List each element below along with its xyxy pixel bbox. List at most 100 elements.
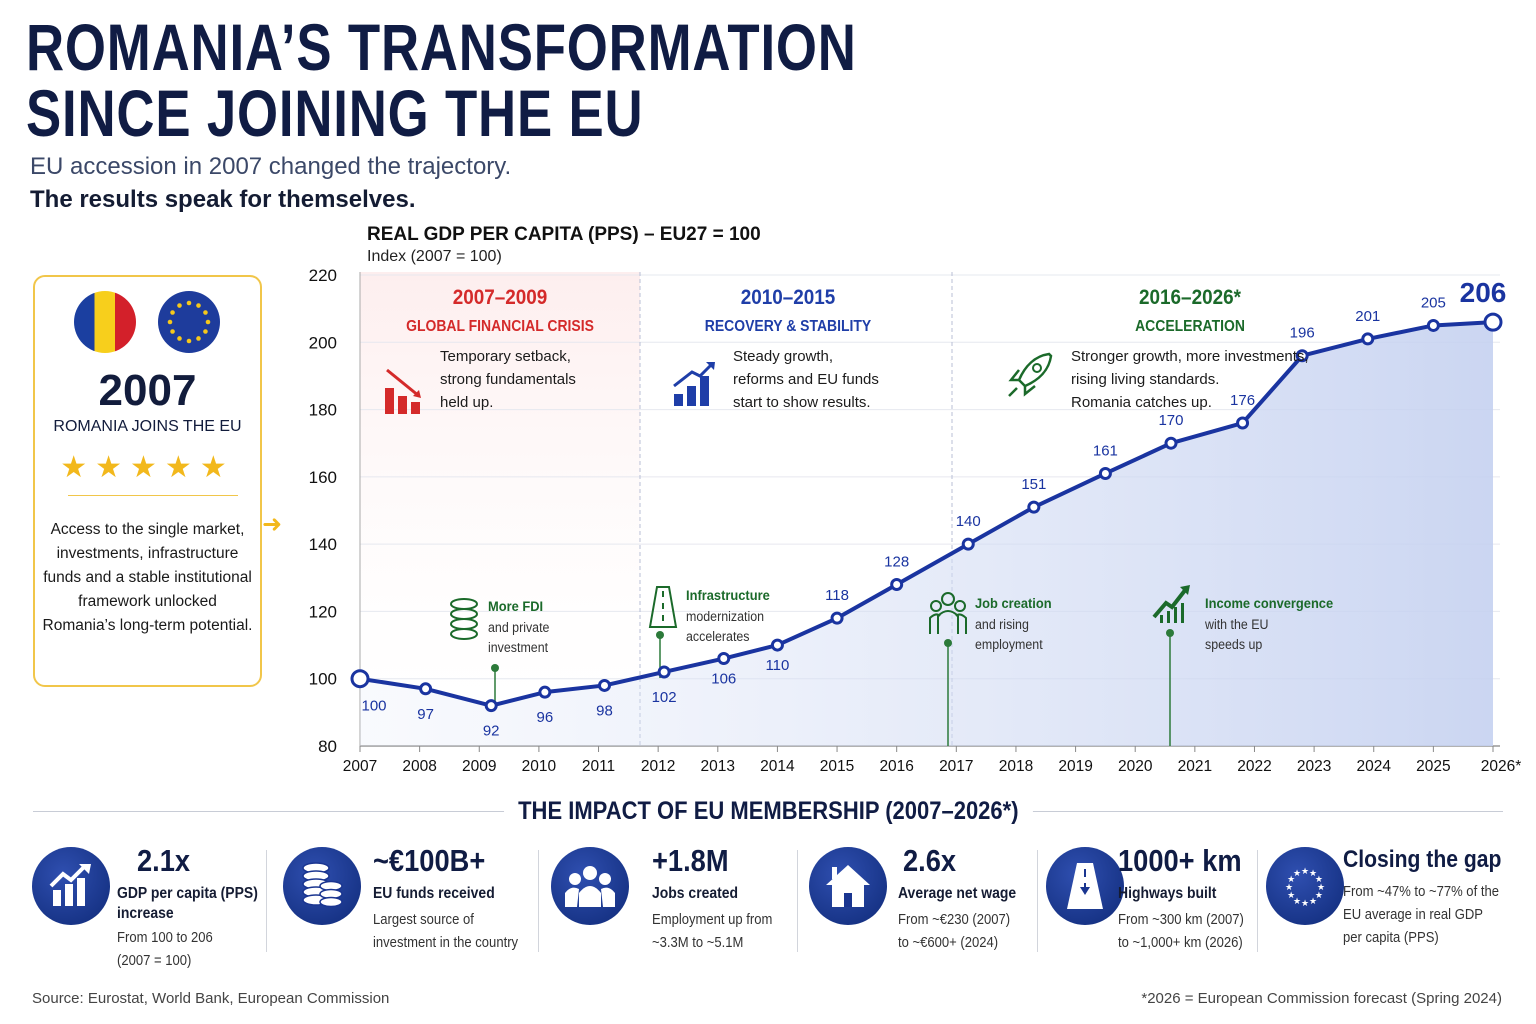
data-point[interactable]: [1426, 318, 1440, 332]
x-tick-label: 2012: [641, 758, 675, 775]
phase-description-line: Steady growth,: [733, 348, 834, 365]
stat-divider: [797, 850, 798, 952]
rising-bar-chart-icon: [672, 360, 718, 417]
title-line-1: ROMANIA’S TRANSFORMATION: [26, 10, 857, 84]
annotation-dot: [656, 631, 664, 639]
x-tick-label: 2007: [343, 758, 377, 775]
data-label: 98: [596, 702, 613, 719]
x-tick-label: 2017: [939, 758, 973, 775]
data-label: 151: [1021, 476, 1046, 493]
data-label: 176: [1230, 392, 1255, 409]
stat-detail: to ~1,000+ km (2026): [1118, 935, 1243, 951]
romania-flag-icon: [74, 291, 136, 353]
data-point[interactable]: [717, 652, 731, 666]
data-label: 206: [1460, 277, 1507, 308]
data-label: 92: [483, 723, 500, 740]
annotation-text: modernization: [686, 609, 765, 624]
phase-description-line: Stronger growth, more investments,: [1071, 348, 1309, 365]
annotation-dot: [1166, 629, 1174, 637]
phase-years: 2016–2026*: [1139, 286, 1241, 309]
data-point[interactable]: [961, 537, 975, 551]
annotation-text: speeds up: [1205, 637, 1263, 652]
data-point[interactable]: [770, 638, 784, 652]
data-point[interactable]: [597, 678, 611, 692]
data-point[interactable]: [1098, 466, 1112, 480]
stat-detail: to ~€600+ (2024): [898, 935, 999, 951]
people-icon: [928, 590, 968, 641]
annotation-title: More FDI: [488, 598, 544, 614]
stat-value: +1.8M: [652, 843, 729, 878]
x-tick-label: 2009: [462, 758, 496, 775]
svg-text:★: ★: [1315, 874, 1323, 884]
stat-label: EU funds received: [373, 885, 495, 902]
data-point[interactable]: [1236, 416, 1250, 430]
stat-detail: EU average in real GDP: [1343, 907, 1483, 923]
card-body: Access to the single market, investments…: [42, 521, 253, 634]
stat-label: Jobs created: [652, 885, 739, 902]
card-subtitle: ROMANIA JOINS THE EU: [53, 418, 242, 435]
x-tick-label: 2020: [1118, 758, 1153, 775]
phase-name: GLOBAL FINANCIAL CRISIS: [406, 318, 594, 335]
data-point[interactable]: [538, 685, 552, 699]
data-point[interactable]: [1361, 332, 1375, 346]
rocket-icon: [1005, 350, 1055, 405]
y-tick-label: 80: [318, 737, 337, 756]
title-line-2: SINCE JOINING THE EU: [26, 76, 644, 150]
svg-text:★: ★: [1293, 868, 1301, 878]
data-point[interactable]: [1295, 349, 1309, 363]
svg-text:★: ★: [1315, 890, 1323, 900]
data-label: 140: [956, 513, 981, 530]
subtitle-2: The results speak for themselves.: [30, 186, 416, 213]
data-point[interactable]: [419, 682, 433, 696]
x-tick-label: 2008: [402, 758, 436, 775]
data-label: 161: [1093, 442, 1118, 459]
annotation-dot: [944, 639, 952, 647]
data-point[interactable]: [830, 611, 844, 625]
annotation-dot: [491, 664, 499, 672]
phase-description-line: Romania catches up.: [1071, 394, 1212, 411]
phase-description-line: rising living standards.: [1071, 371, 1220, 388]
stat-label: increase: [117, 905, 174, 922]
annotation-title: Job creation: [975, 595, 1052, 611]
data-point[interactable]: [484, 699, 498, 713]
impact-title: THE IMPACT OF EU MEMBERSHIP (2007–2026*): [0, 797, 1536, 826]
stat-detail: From ~€230 (2007): [898, 912, 1011, 928]
data-point[interactable]: [1027, 500, 1041, 514]
accession-card: [33, 275, 262, 687]
coins-icon: [448, 598, 480, 651]
data-label: 201: [1355, 308, 1380, 325]
data-point[interactable]: [657, 665, 671, 679]
x-tick-label: 2010: [522, 758, 557, 775]
x-tick-label: 2016: [879, 758, 913, 775]
x-tick-label: 2025: [1416, 758, 1450, 775]
arrow-right-icon: ➜: [262, 511, 283, 538]
stat-detail: From ~300 km (2007): [1118, 912, 1244, 928]
data-label: 205: [1421, 294, 1446, 311]
annotation-title: Income convergence: [1205, 595, 1334, 611]
data-point[interactable]: [890, 578, 904, 592]
phase-description-line: start to show results.: [733, 394, 871, 411]
data-label: 96: [537, 709, 554, 726]
road-icon: [648, 585, 678, 634]
x-tick-label: 2011: [582, 758, 615, 775]
data-point[interactable]: [1483, 312, 1503, 332]
stat-value: ~€100B+: [373, 843, 486, 878]
stat-detail: per capita (PPS): [1343, 930, 1439, 946]
annotation-title: Infrastructure: [686, 587, 770, 603]
data-point[interactable]: [350, 669, 370, 689]
stat-detail: From 100 to 206: [117, 930, 213, 946]
x-tick-label: 2013: [701, 758, 735, 775]
svg-text:★: ★: [1301, 898, 1309, 908]
source-note: Source: Eurostat, World Bank, European C…: [32, 990, 390, 1007]
data-label: 128: [884, 554, 909, 571]
stat-detail: Employment up from: [652, 912, 773, 928]
svg-text:★: ★: [1309, 896, 1317, 906]
y-tick-label: 160: [309, 468, 337, 487]
highway-icon: [1046, 847, 1124, 925]
data-point[interactable]: [1164, 436, 1178, 450]
svg-text:★: ★: [1301, 866, 1309, 876]
stat-detail: Largest source of: [373, 912, 474, 928]
stat-label: GDP per capita (PPS): [117, 885, 258, 902]
subtitle-1: EU accession in 2007 changed the traject…: [30, 153, 512, 180]
growth-chart-icon: [32, 847, 110, 925]
